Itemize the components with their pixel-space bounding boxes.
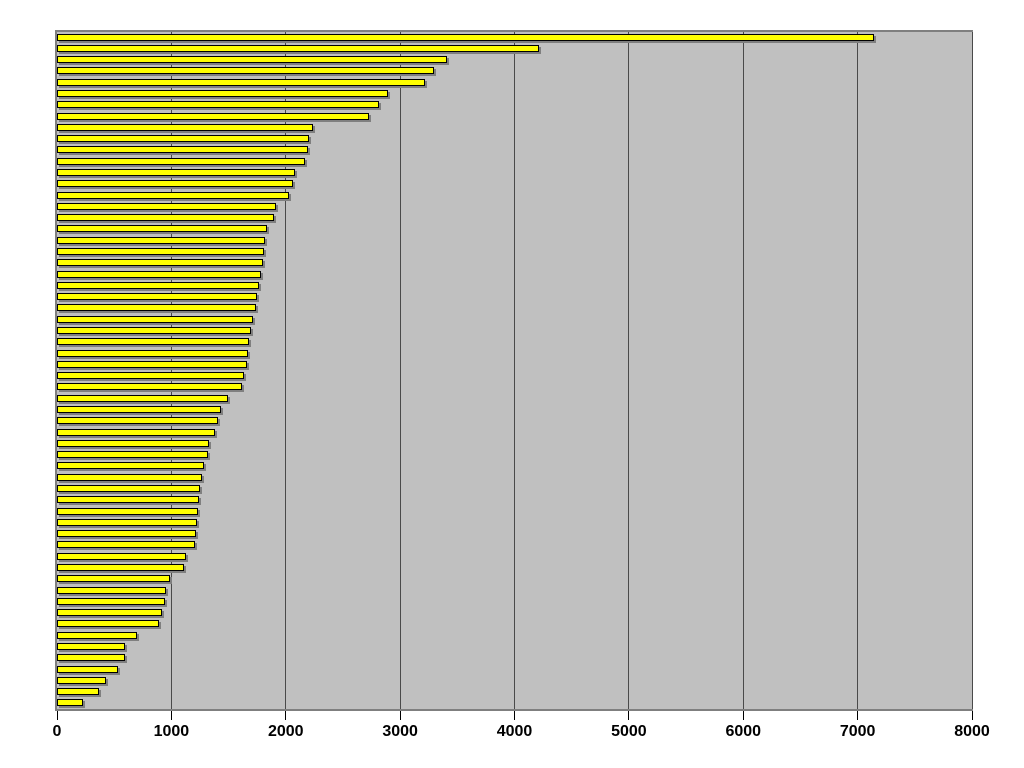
bar xyxy=(57,372,245,380)
bar xyxy=(57,33,875,41)
bar xyxy=(57,496,199,504)
gridline xyxy=(857,32,859,709)
x-axis-tick-label: 3000 xyxy=(382,723,418,740)
bar xyxy=(57,90,389,98)
x-axis-tick-label: 6000 xyxy=(725,723,762,740)
gridline xyxy=(742,32,744,709)
bar xyxy=(57,609,162,617)
bar xyxy=(57,360,247,368)
bar xyxy=(57,518,198,526)
x-axis-tick xyxy=(628,711,630,720)
x-axis-tick-label: 7000 xyxy=(839,723,876,740)
bar xyxy=(57,56,447,64)
x-axis-tick-label: 1000 xyxy=(153,723,190,740)
bar xyxy=(57,67,435,75)
bar xyxy=(57,157,305,165)
x-axis-tick-label: 8000 xyxy=(954,723,990,740)
bar xyxy=(57,112,369,120)
x-axis-tick xyxy=(857,711,859,720)
bar xyxy=(57,676,107,684)
bar xyxy=(57,394,229,402)
gridline xyxy=(285,32,287,709)
bar xyxy=(57,270,262,278)
bar xyxy=(57,315,253,323)
bar xyxy=(57,586,166,594)
x-axis-tick xyxy=(285,711,287,720)
bar xyxy=(57,451,208,459)
x-axis-tick xyxy=(170,711,172,720)
bar xyxy=(57,484,201,492)
bar xyxy=(57,214,275,222)
bar xyxy=(57,654,125,662)
bar xyxy=(57,688,100,696)
x-axis-tick-label: 4000 xyxy=(496,723,533,740)
bar xyxy=(57,405,222,413)
bar xyxy=(57,552,186,560)
bar xyxy=(57,146,309,154)
bar xyxy=(57,135,310,143)
x-axis-tick xyxy=(399,711,401,720)
plot-area xyxy=(55,30,973,711)
x-axis-tick-label: 0 xyxy=(52,723,62,740)
bar xyxy=(57,439,210,447)
gridline xyxy=(514,32,515,709)
bar xyxy=(57,462,205,470)
bar xyxy=(57,180,294,188)
gridline xyxy=(628,32,630,709)
bar xyxy=(57,428,215,436)
gridline xyxy=(399,32,401,709)
bar xyxy=(57,281,259,289)
bar xyxy=(57,259,263,267)
bar xyxy=(57,248,264,256)
bar xyxy=(57,225,268,233)
bar xyxy=(57,44,540,52)
bar xyxy=(57,699,84,707)
bar xyxy=(57,169,295,177)
bar xyxy=(57,620,159,628)
gridline xyxy=(170,32,172,709)
x-axis-tick-label: 2000 xyxy=(267,723,304,740)
bar xyxy=(57,383,242,391)
x-axis-tick xyxy=(56,711,58,720)
bar xyxy=(57,338,250,346)
x-axis-tick xyxy=(514,711,515,720)
bar xyxy=(57,642,126,650)
bar xyxy=(57,293,257,301)
bar xyxy=(57,563,184,571)
bar xyxy=(57,541,196,549)
bar xyxy=(57,507,198,515)
bar xyxy=(57,327,252,334)
bar xyxy=(57,665,118,673)
x-axis-tick-label: 5000 xyxy=(611,723,647,740)
bar xyxy=(57,417,218,425)
bar xyxy=(57,123,313,131)
bar xyxy=(57,78,425,86)
bar xyxy=(57,349,248,357)
bar xyxy=(57,202,277,210)
bar xyxy=(57,597,166,605)
bar xyxy=(57,191,289,199)
bar xyxy=(57,473,202,481)
bar xyxy=(57,631,137,639)
bar xyxy=(57,575,170,583)
bar xyxy=(57,530,197,538)
gridline xyxy=(971,32,973,709)
x-axis-tick xyxy=(971,711,973,720)
x-axis-tick xyxy=(742,711,744,720)
bar xyxy=(57,101,380,109)
bar xyxy=(57,304,256,312)
bar xyxy=(57,236,265,244)
